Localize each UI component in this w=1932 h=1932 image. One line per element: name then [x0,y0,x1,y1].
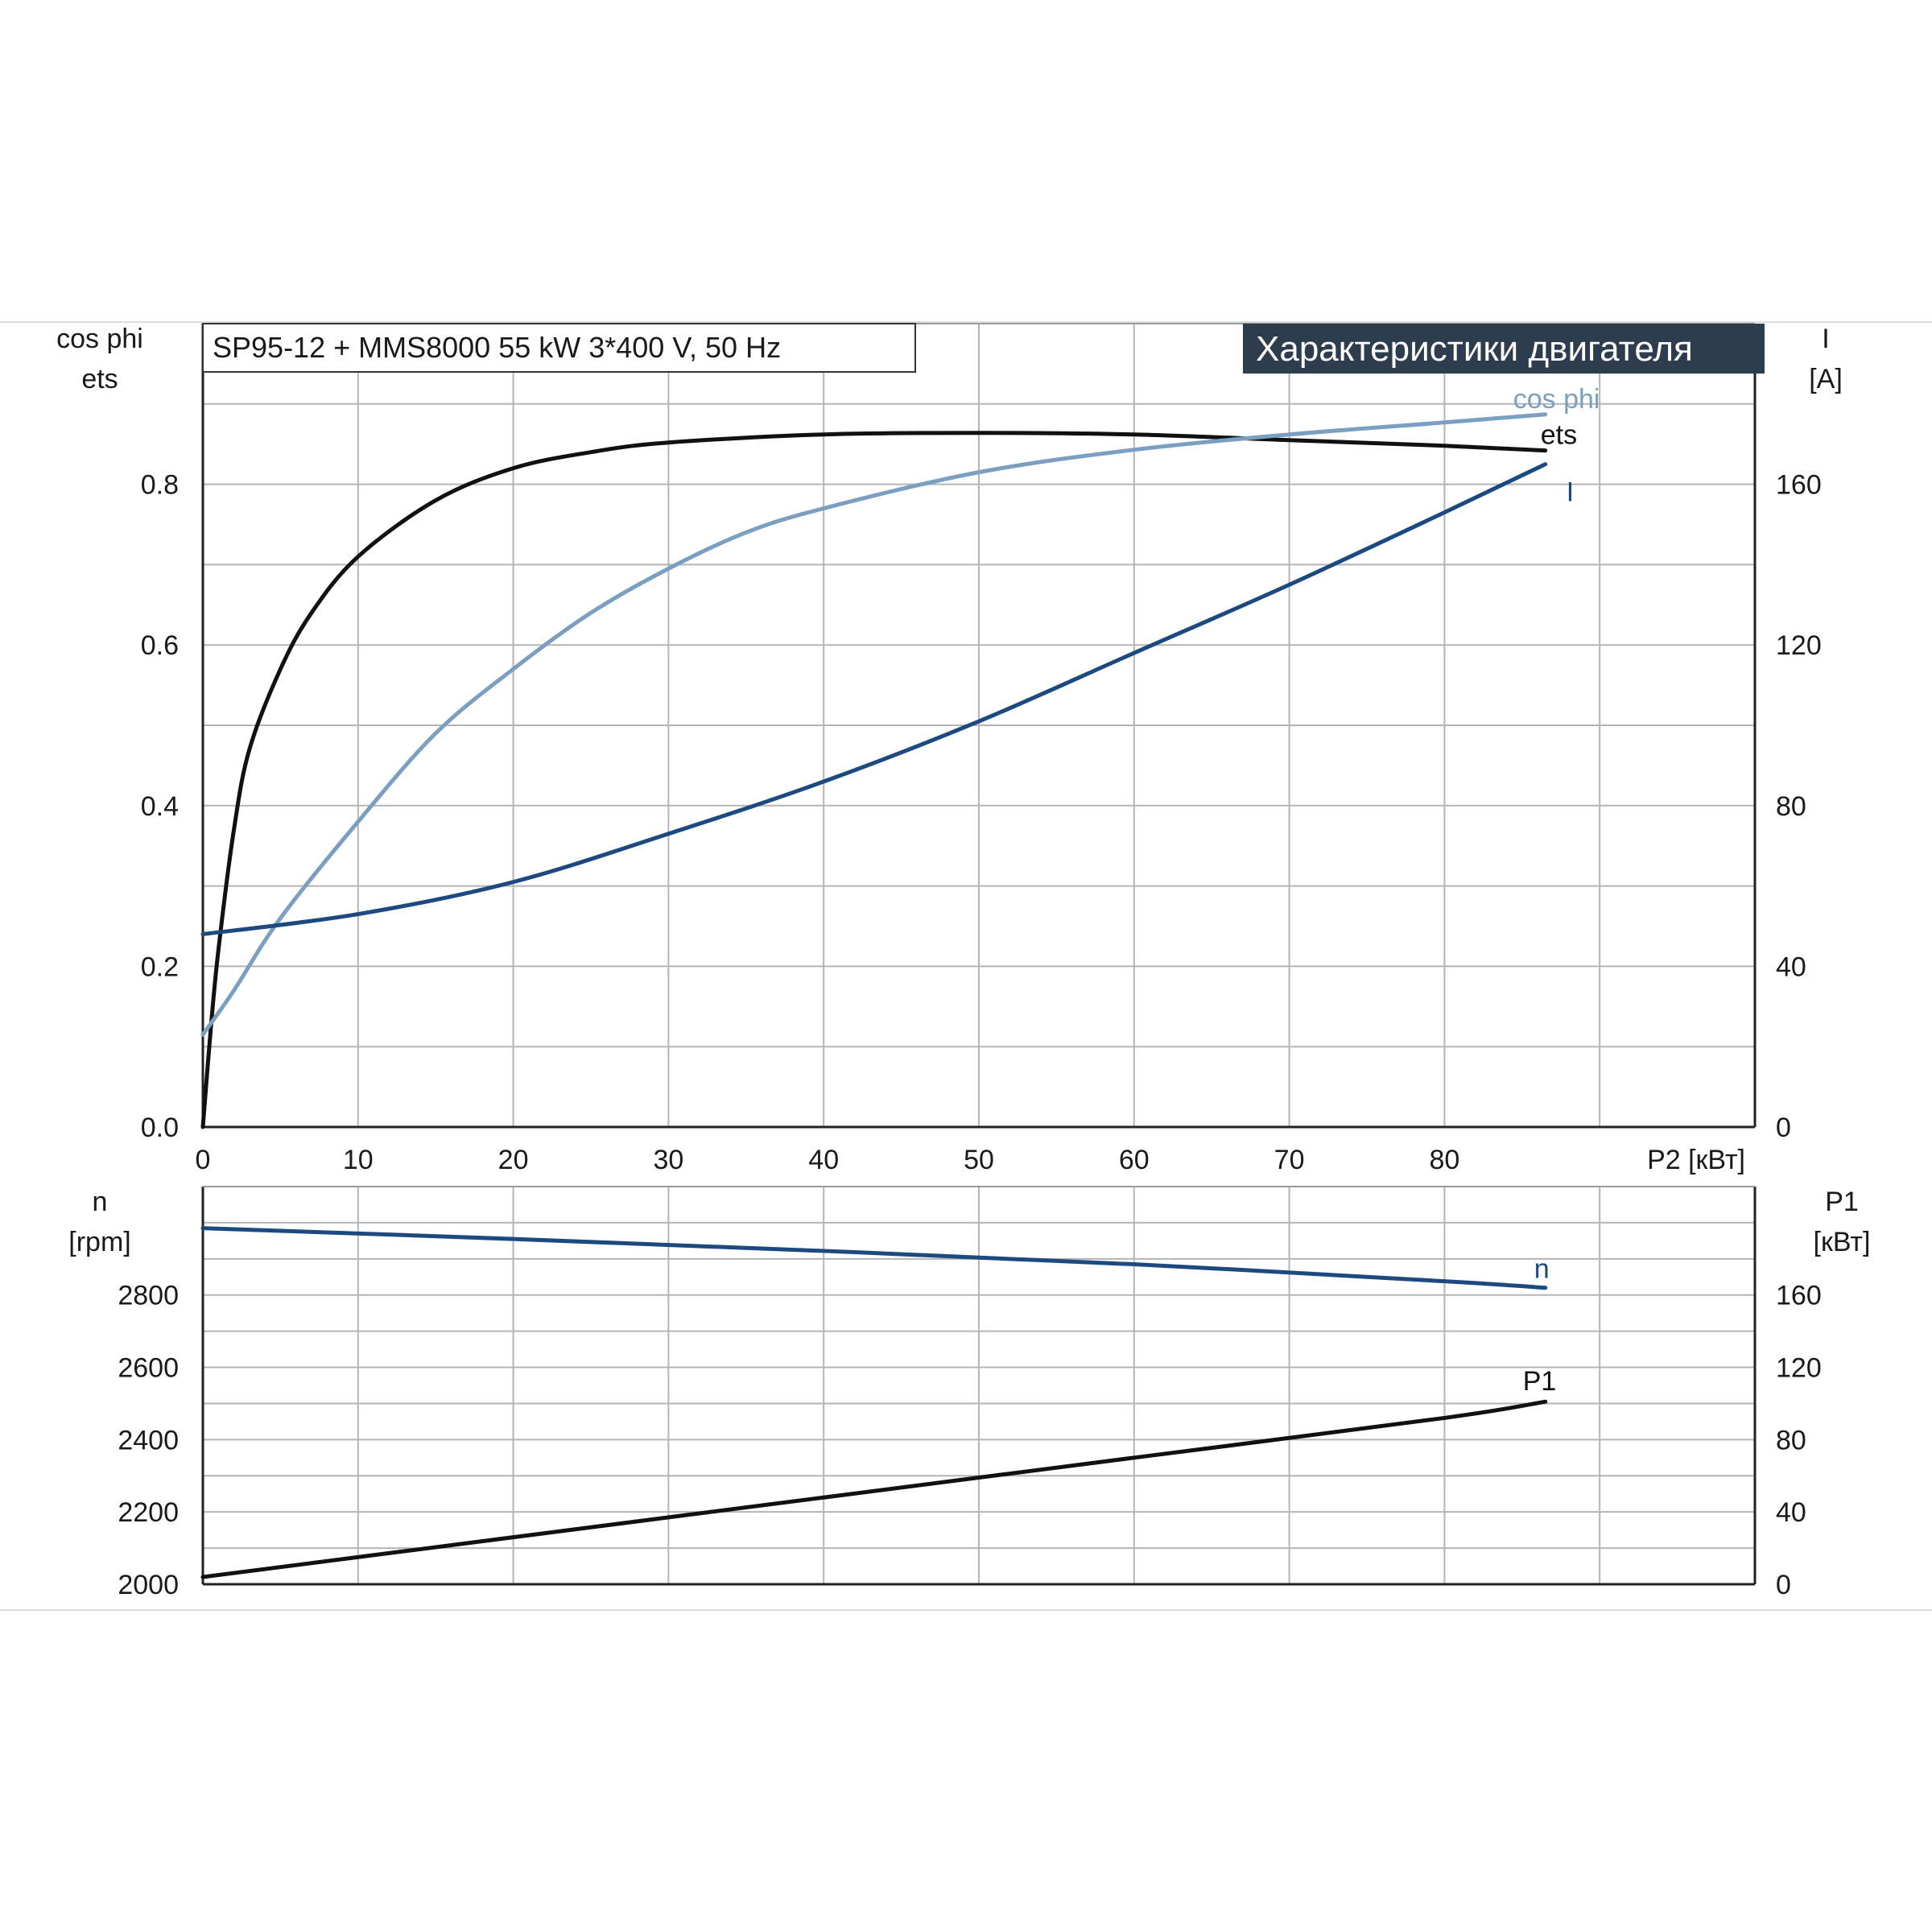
bottom-chart-grid [0,1186,1932,1611]
bottom-right-axis-title-bottom: [кВт] [1814,1227,1871,1257]
x-tick-label: 40 [808,1145,839,1175]
left-tick-label: 2400 [118,1425,179,1455]
x-tick-label: 80 [1429,1145,1459,1175]
right-tick-label: 120 [1776,630,1822,661]
section-title-banner [1243,324,1765,374]
series-label-i: I [1567,477,1574,508]
bottom-left-axis-title-bottom: [rpm] [68,1227,130,1257]
series-label-n: n [1534,1254,1550,1285]
x-tick-label: 10 [343,1145,374,1175]
top-chart-series: ets cos phi I [200,384,1600,1129]
model-label: SP95-12 + MMS8000 55 kW 3*400 V, 50 Hz [213,331,781,364]
series-label-ets: ets [1541,420,1577,451]
left-tick-label: 0.6 [141,630,179,661]
bottom-right-axis-title-top: P1 [1825,1187,1859,1217]
left-tick-label: 0.8 [141,470,179,501]
right-tick-label: 40 [1776,952,1806,982]
series-line-cos-phi [200,412,1548,1037]
right-tick-label: 40 [1776,1497,1806,1528]
section-title: Характеристики двигателя [1256,329,1693,369]
right-tick-label: 80 [1776,791,1806,822]
left-tick-label: 2000 [118,1570,179,1600]
series-line-p1 [200,1399,1548,1579]
series-line-i [200,462,1548,936]
top-right-axis-title-bottom: [A] [1809,364,1843,394]
x-tick-label: 20 [498,1145,529,1175]
model-box [202,323,916,373]
right-tick-label: 120 [1776,1353,1822,1384]
bottom-left-axis-title-top: n [93,1187,108,1217]
right-tick-label: 160 [1776,470,1822,501]
right-tick-label: 80 [1776,1425,1806,1455]
left-tick-label: 0.4 [141,791,179,822]
left-tick-label: 2600 [118,1353,179,1384]
axis-labels: 0.00.20.40.60.80408012016020002200240026… [56,324,1870,1600]
x-tick-label: 30 [653,1145,683,1175]
left-tick-label: 2200 [118,1497,179,1528]
series-line-n [200,1226,1548,1290]
top-left-axis-title-top: cos phi [56,324,143,354]
left-tick-label: 0.0 [141,1113,179,1143]
x-tick-label: 50 [964,1145,994,1175]
x-tick-label: 0 [196,1145,211,1175]
right-tick-label: 0 [1776,1113,1791,1143]
x-axis-label: P2 [кВт] [1647,1145,1745,1175]
x-tick-label: 60 [1119,1145,1150,1175]
series-line-ets [200,431,1548,1129]
x-tick-label: 70 [1274,1145,1305,1175]
right-tick-label: 160 [1776,1281,1822,1311]
left-tick-label: 2800 [118,1281,179,1311]
series-label-cos-phi: cos phi [1513,384,1600,415]
bottom-chart-series: n P1 [200,1226,1557,1579]
top-right-axis-title-top: I [1822,324,1829,354]
left-tick-label: 0.2 [141,952,179,982]
series-label-p1: P1 [1523,1366,1557,1397]
right-tick-label: 0 [1776,1570,1791,1600]
top-left-axis-title-bottom: ets [81,364,118,394]
